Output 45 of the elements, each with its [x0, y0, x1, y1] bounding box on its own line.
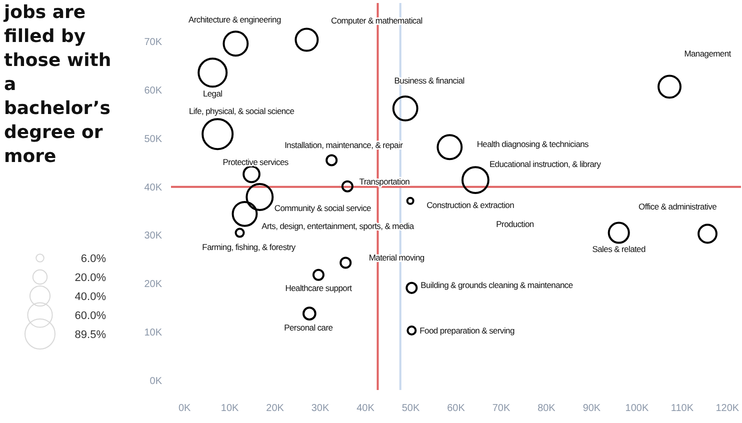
series-label: Office & administrative	[638, 202, 718, 212]
series-label: Educational instruction, & library	[489, 159, 602, 170]
x-tick-label: 120K	[716, 403, 740, 414]
series-label: Business & financial	[394, 75, 465, 86]
series-label: Architecture & engineering	[188, 14, 282, 25]
text: Life, physical, & social science	[188, 106, 295, 116]
x-tick-label: 110K	[670, 403, 694, 414]
y-tick-label: 20K	[144, 279, 162, 290]
legend-label: 40.0%	[74, 290, 106, 303]
series-label: Construction & extraction	[426, 200, 515, 210]
x-tick-label: 60K	[447, 403, 466, 414]
y-tick-label: 0K	[150, 376, 162, 387]
x-tick-label: 90K	[582, 403, 601, 414]
series-label: Healthcare support	[285, 282, 353, 293]
y-tick-label: 30K	[144, 230, 162, 242]
series-label: Food preparation & serving	[420, 325, 515, 336]
x-tick-label: 10K	[220, 403, 240, 414]
x-tick-label: 20K	[266, 403, 284, 414]
x-tick-label: 80K	[538, 403, 556, 414]
series-label: Sales & related	[592, 244, 646, 254]
legend-label: 20.0%	[74, 272, 106, 284]
series-label: Farming, fishing, & forestry	[202, 242, 296, 252]
y-tick-label: 70K	[144, 37, 162, 48]
x-tick-label: 70K	[492, 403, 510, 414]
y-tick-label: 60K	[144, 86, 162, 97]
legend-label: 6.0%	[80, 252, 106, 265]
text: Management	[684, 48, 732, 59]
y-tick-label: 40K	[144, 182, 162, 194]
x-tick-label: 100K	[625, 403, 649, 414]
y-tick-label: 50K	[144, 134, 162, 145]
legend-label: 60.0%	[74, 310, 106, 322]
series-label: Personal care	[284, 322, 334, 333]
text: jobs are filled by those with a bachelor’s degree or more	[3, 2, 112, 167]
series-label: Legal	[202, 88, 223, 99]
annotation: Production	[496, 218, 534, 229]
series-label: Protective services	[222, 157, 288, 168]
series-label: Community & social service	[274, 202, 372, 213]
x-tick-label: 30K	[311, 403, 330, 414]
x-tick-label: 40K	[356, 403, 375, 414]
series-label: Building & grounds cleaning & maintenance	[420, 280, 574, 290]
series-label: Health diagnosing & technicians	[476, 139, 589, 150]
y-tick-label: 10K	[144, 327, 162, 338]
legend-label: 89.5%	[74, 328, 106, 341]
x-tick-label: 50K	[402, 403, 420, 414]
x-tick-label: 0K	[178, 403, 192, 414]
